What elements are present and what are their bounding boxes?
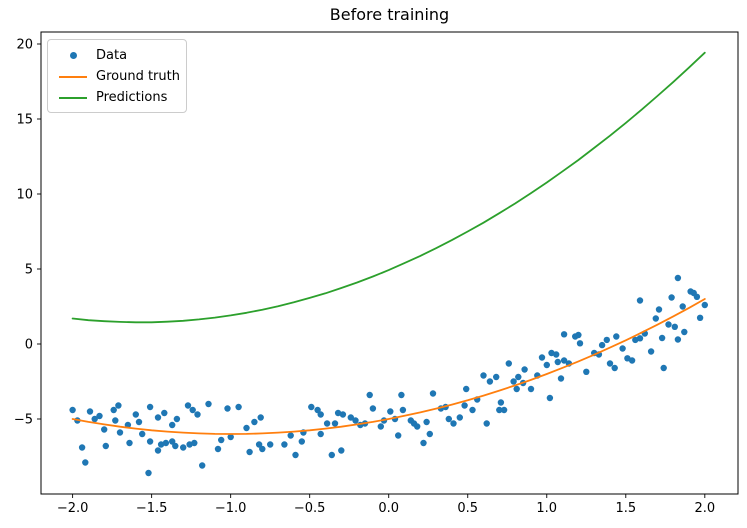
- legend-entry-data: Data: [48, 45, 186, 66]
- chart-title: Before training: [329, 5, 450, 24]
- legend-entry-ground-truth: Ground truth: [48, 66, 186, 87]
- legend-label: Predictions: [96, 90, 168, 105]
- svg-text:5: 5: [25, 263, 33, 278]
- svg-text:−5: −5: [14, 413, 33, 428]
- axes-frame: [40, 31, 739, 495]
- svg-text:20: 20: [16, 38, 33, 53]
- series-layer: [69, 51, 708, 477]
- line-series-predictions: [71, 51, 706, 324]
- legend-label: Data: [96, 48, 128, 63]
- data-marker-icon: [58, 49, 88, 63]
- legend-label: Ground truth: [96, 69, 180, 84]
- svg-text:−0.5: −0.5: [294, 501, 326, 516]
- line-series-ground-truth: [71, 298, 706, 435]
- legend-entry-predictions: Predictions: [48, 87, 186, 108]
- svg-text:−1.5: −1.5: [136, 501, 168, 516]
- svg-text:1.5: 1.5: [615, 501, 636, 516]
- line-swatch-icon: [58, 91, 88, 105]
- svg-text:−2.0: −2.0: [57, 501, 89, 516]
- legend: Data Ground truth Predictions: [47, 39, 187, 113]
- scatter-series-data: [69, 274, 708, 477]
- svg-text:15: 15: [16, 113, 33, 128]
- svg-text:−1.0: −1.0: [215, 501, 247, 516]
- svg-text:1.0: 1.0: [536, 501, 557, 516]
- svg-text:0: 0: [25, 338, 33, 353]
- svg-text:2.0: 2.0: [694, 501, 715, 516]
- tick-labels: −2.0 −1.5 −1.0 −0.5 0.0 0.5 1.0 1.5 2.0 −5 0 5 10 15 2…: [14, 38, 715, 517]
- svg-text:0.0: 0.0: [378, 501, 399, 516]
- line-swatch-icon: [58, 70, 88, 84]
- svg-text:10: 10: [16, 188, 33, 203]
- svg-text:0.5: 0.5: [457, 501, 478, 516]
